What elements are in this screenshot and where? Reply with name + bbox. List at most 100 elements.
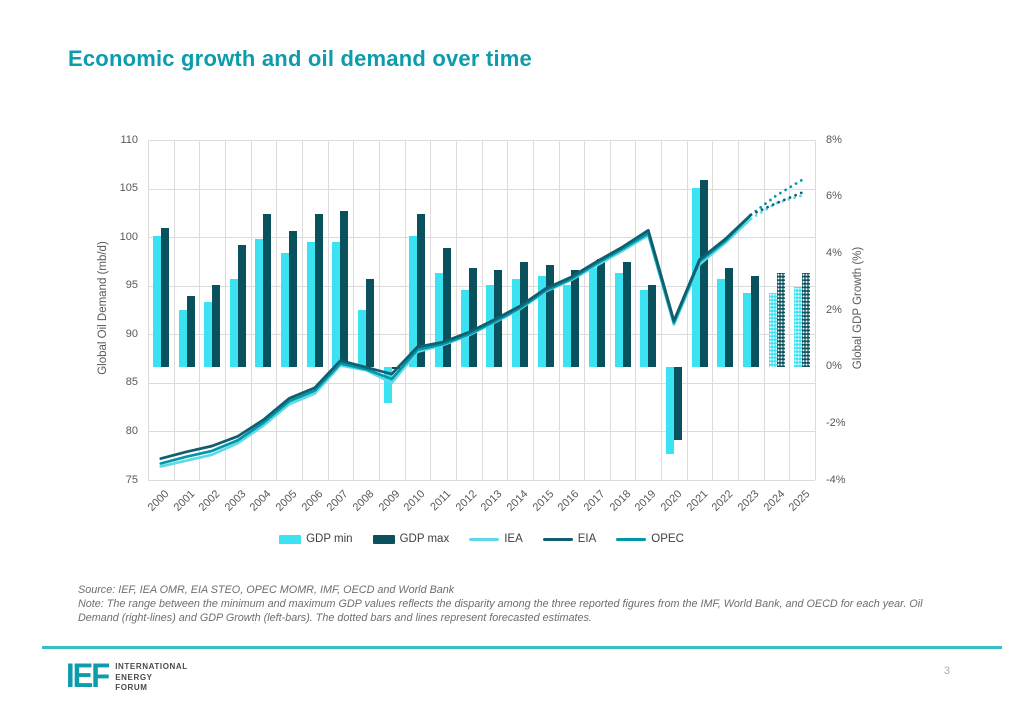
gridline-vertical [609, 140, 611, 480]
bar-gdp-max-2022 [725, 267, 734, 367]
source-line: Source: IEF, IEA OMR, EIA STEO, OPEC MOM… [78, 584, 455, 596]
line-iea-forecast [749, 194, 804, 221]
legend-label: IEA [504, 533, 523, 545]
bar-gdp-min-2021 [691, 188, 700, 367]
bar-gdp-min-2019 [640, 290, 649, 367]
bar-gdp-min-2002 [204, 301, 213, 367]
source-notes: Source: IEF, IEA OMR, EIA STEO, OPEC MOM… [78, 583, 958, 626]
gridline-vertical [199, 140, 201, 480]
note-line: Note: The range between the minimum and … [78, 598, 923, 625]
gridline-vertical [173, 140, 175, 480]
right-axis-tick: -4% [826, 473, 846, 486]
legend-item-gdp-max: GDP max [372, 533, 449, 545]
page-title: Economic growth and oil demand over time [68, 46, 532, 71]
bar-gdp-max-2010 [417, 213, 426, 367]
bar-gdp-max-2012 [468, 267, 477, 367]
bar-gdp-max-2000 [160, 227, 169, 367]
legend-swatch-bar [372, 534, 395, 544]
bar-gdp-max-2023 [750, 276, 759, 367]
bar-gdp-max-2007 [340, 210, 349, 367]
bar-gdp-min-2018 [614, 273, 623, 367]
left-axis-tick: 85 [125, 376, 138, 389]
gridline-vertical [738, 140, 739, 480]
bar-gdp-min-2016 [563, 284, 572, 367]
bar-gdp-min-2000 [152, 236, 161, 367]
page-number: 3 [943, 665, 950, 677]
bar-gdp-max-2017 [596, 259, 605, 367]
bar-gdp-min-2006 [306, 242, 315, 367]
left-axis-tick: 75 [125, 473, 138, 486]
left-axis-tick: 110 [120, 133, 138, 146]
gridline-vertical [481, 140, 483, 480]
bar-gdp-min-2010 [409, 236, 418, 367]
gridline-vertical [378, 140, 380, 480]
bar-gdp-min-2025 [794, 287, 803, 367]
gridline-horizontal [148, 480, 815, 481]
right-axis-tick: 0% [826, 360, 842, 373]
bar-gdp-max-2019 [648, 284, 657, 367]
legend-item-gdp-min: GDP min [279, 533, 353, 545]
bar-gdp-min-2024 [768, 293, 777, 367]
gridline-vertical [815, 140, 816, 480]
left-axis-tick: 100 [119, 230, 138, 243]
gridline-vertical [686, 140, 688, 480]
legend-label: GDP min [306, 533, 353, 545]
org-line: INTERNATIONAL [115, 662, 188, 671]
bar-gdp-min-2004 [255, 239, 264, 367]
gridline-vertical [250, 140, 252, 480]
right-axis-tick: 8% [826, 133, 842, 146]
legend-swatch-line [469, 537, 500, 541]
gridline-vertical [763, 140, 765, 480]
bar-gdp-max-2024 [776, 273, 785, 367]
right-axis-tick: 4% [826, 246, 842, 259]
bar-gdp-max-2025 [802, 273, 811, 367]
left-axis-tick: 80 [125, 424, 138, 437]
gridline-vertical [789, 140, 791, 480]
gridline-vertical [661, 140, 663, 480]
bar-gdp-max-2018 [622, 261, 631, 367]
bar-gdp-min-2003 [229, 278, 238, 367]
bar-gdp-max-2002 [212, 284, 221, 367]
bar-gdp-min-2007 [332, 242, 341, 367]
bar-gdp-min-2020 [665, 366, 674, 455]
gridline-vertical [327, 140, 329, 480]
left-axis-title: Global Oil Demand (mb/d) [97, 241, 109, 375]
line-eia [159, 213, 753, 460]
gridline-vertical [430, 140, 432, 480]
legend-item-opec: OPEC [616, 533, 684, 545]
bar-gdp-min-2009 [383, 366, 392, 404]
bar-gdp-max-2021 [699, 179, 708, 367]
gridline-vertical [148, 140, 149, 480]
line-opec [159, 213, 753, 465]
bar-gdp-max-2015 [545, 264, 554, 367]
ief-org-name: INTERNATIONAL ENERGY FORUM [115, 659, 188, 694]
legend-swatch-line [542, 537, 573, 541]
gridline-vertical [507, 140, 509, 480]
left-axis-tick: 105 [119, 182, 138, 195]
org-line: ENERGY [115, 672, 153, 682]
gridline-vertical [712, 140, 714, 480]
org-line: FORUM [115, 683, 148, 692]
bar-gdp-max-2011 [443, 247, 451, 367]
bar-gdp-max-2008 [366, 278, 375, 367]
ief-logo: IEF INTERNATIONAL ENERGY FORUM [66, 658, 188, 694]
legend-item-eia: EIA [542, 533, 596, 545]
bar-gdp-min-2001 [178, 310, 187, 367]
bar-gdp-max-2003 [237, 244, 246, 367]
gridline-vertical [276, 140, 278, 480]
bar-gdp-min-2005 [281, 253, 290, 367]
legend-swatch-bar [279, 534, 302, 544]
right-axis-tick: -2% [826, 416, 846, 429]
gridline-vertical [301, 140, 303, 480]
bar-gdp-max-2014 [520, 261, 528, 367]
bar-gdp-min-2012 [460, 290, 469, 367]
chart-legend: GDP min GDP max IEA EIA OPEC [148, 529, 815, 549]
gridline-vertical [558, 140, 560, 480]
oil-demand-lines [159, 178, 804, 468]
left-axis-tick: 90 [125, 327, 138, 340]
right-axis-tick: 2% [826, 303, 842, 316]
legend-item-iea: IEA [469, 533, 523, 545]
gridline-vertical [584, 140, 586, 480]
gridline-vertical [635, 140, 637, 480]
bar-gdp-min-2011 [435, 273, 443, 367]
